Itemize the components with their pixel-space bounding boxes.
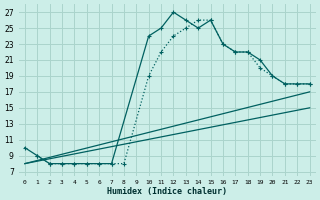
X-axis label: Humidex (Indice chaleur): Humidex (Indice chaleur): [107, 187, 227, 196]
